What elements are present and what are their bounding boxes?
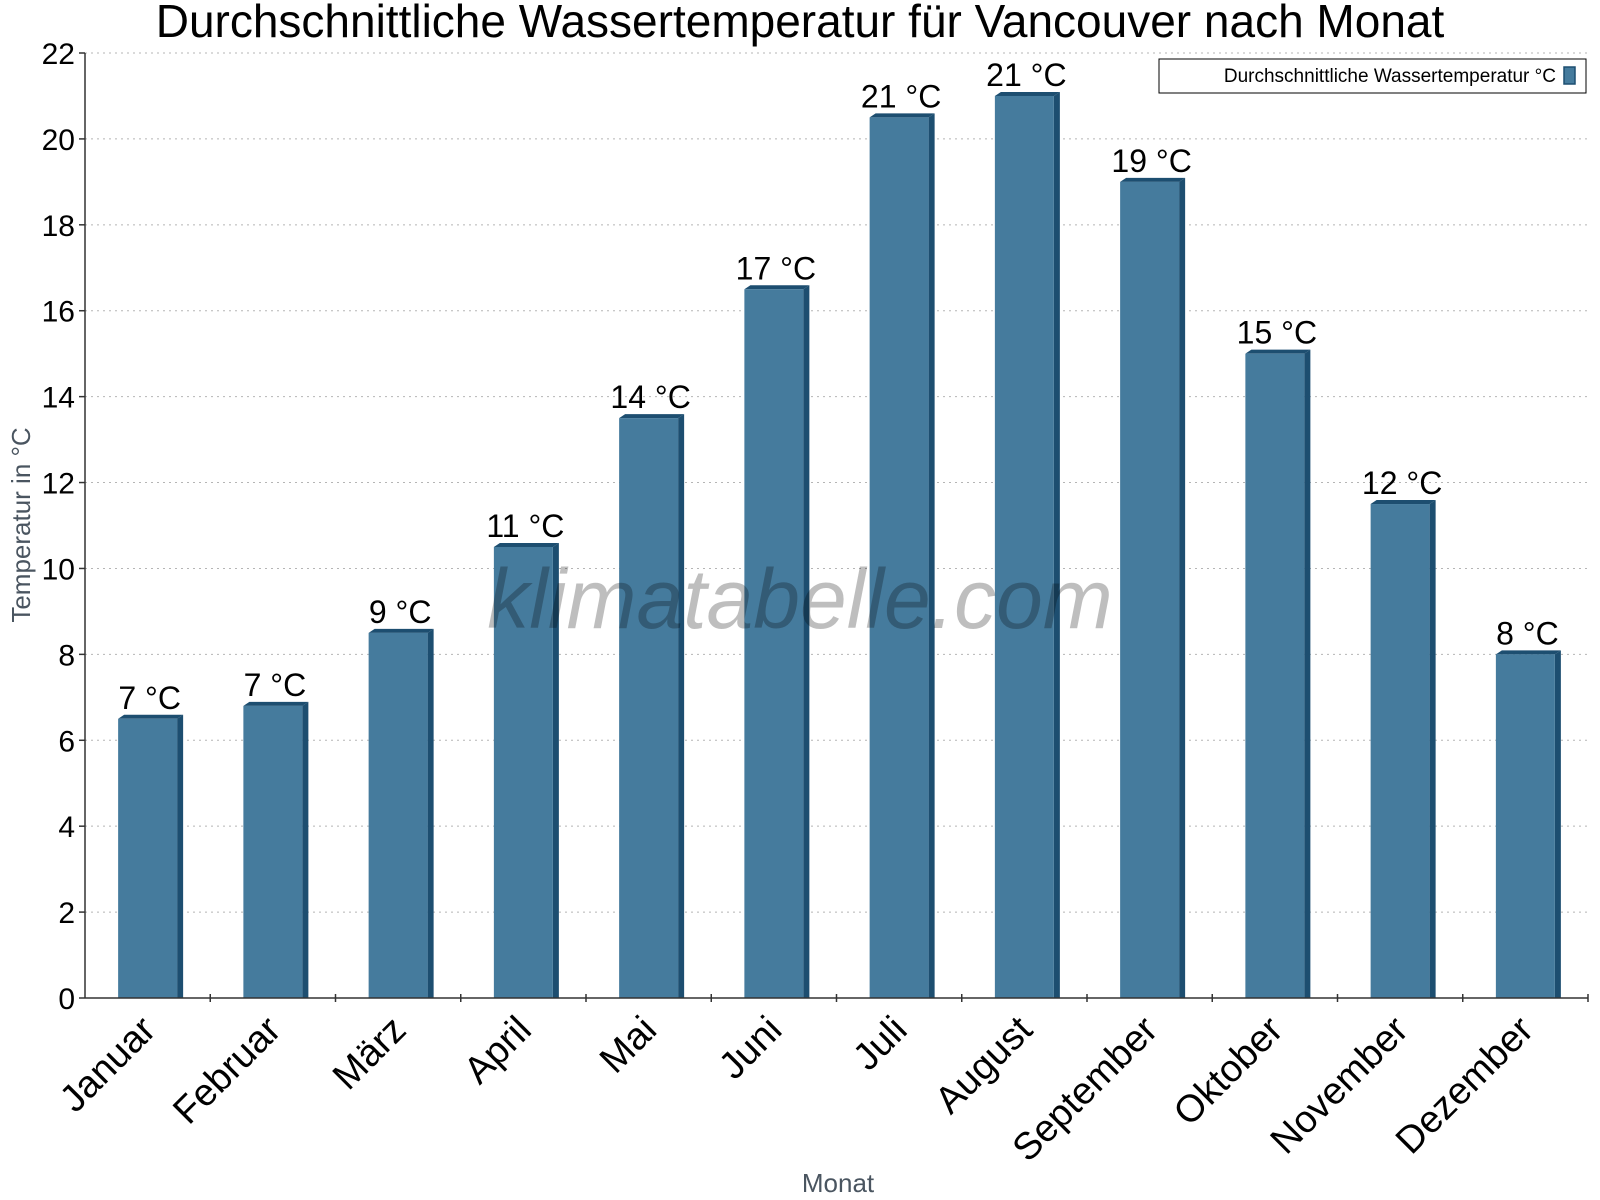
bar-group bbox=[1370, 500, 1436, 998]
data-label: 19 °C bbox=[1111, 143, 1191, 179]
bar-group bbox=[994, 91, 1060, 999]
y-axis-title: Temperatur in °C bbox=[6, 427, 36, 622]
bar-side bbox=[302, 701, 309, 998]
y-tick-label: 20 bbox=[42, 124, 75, 157]
bar-side bbox=[1429, 500, 1436, 998]
bar bbox=[619, 418, 679, 998]
data-label: 8 °C bbox=[1496, 615, 1559, 651]
bar-top bbox=[243, 701, 309, 706]
bar-side bbox=[678, 414, 685, 998]
legend-swatch bbox=[1563, 66, 1576, 85]
bar-top bbox=[619, 414, 685, 419]
y-tick-label: 22 bbox=[42, 38, 75, 71]
x-tick-label: Dezember bbox=[1388, 1008, 1542, 1162]
data-label: 15 °C bbox=[1237, 315, 1317, 351]
bar bbox=[243, 705, 303, 998]
y-tick-label: 2 bbox=[58, 897, 75, 930]
y-tick-label: 0 bbox=[58, 983, 75, 1016]
x-tick-label: Juni bbox=[711, 1009, 790, 1088]
bar-group bbox=[243, 701, 309, 998]
x-axis-title: Monat bbox=[802, 1168, 875, 1198]
data-label: 17 °C bbox=[736, 250, 816, 286]
bar-side bbox=[177, 714, 184, 998]
bar bbox=[118, 718, 178, 998]
bar bbox=[869, 117, 929, 998]
bar-side bbox=[427, 628, 434, 998]
grid-layer bbox=[85, 52, 1588, 913]
axis-layer bbox=[79, 52, 1589, 1002]
legend-box bbox=[1158, 58, 1587, 94]
bar-top bbox=[744, 285, 810, 290]
bar-top bbox=[1370, 500, 1436, 505]
bar-group bbox=[1245, 349, 1311, 998]
x-tick-label: August bbox=[927, 1008, 1041, 1122]
bar-top bbox=[1245, 349, 1311, 354]
bar-side bbox=[1554, 650, 1561, 998]
bar bbox=[1120, 181, 1180, 998]
bar bbox=[1370, 504, 1430, 998]
bar-top bbox=[368, 628, 434, 633]
bar-side bbox=[1053, 91, 1060, 999]
bar bbox=[744, 289, 804, 998]
y-tick-label: 12 bbox=[42, 468, 75, 501]
y-tick-label: 6 bbox=[58, 725, 75, 758]
bar bbox=[493, 546, 553, 998]
y-tick-label: 10 bbox=[42, 553, 75, 586]
data-label: 21 °C bbox=[986, 57, 1066, 93]
bar-group bbox=[869, 113, 935, 998]
bar-group bbox=[368, 628, 434, 998]
data-label: 21 °C bbox=[861, 78, 941, 114]
bar-side bbox=[803, 285, 810, 998]
data-label: 12 °C bbox=[1362, 465, 1442, 501]
y-tick-label: 4 bbox=[58, 811, 75, 844]
x-tick-label: April bbox=[456, 1009, 539, 1092]
x-tick-label: Oktober bbox=[1166, 1008, 1292, 1134]
y-tick-label: 8 bbox=[58, 639, 75, 672]
bar bbox=[1495, 654, 1555, 998]
bar-top bbox=[1120, 177, 1186, 182]
data-label: 14 °C bbox=[610, 379, 690, 415]
data-label: 7 °C bbox=[118, 680, 181, 716]
chart-title: Durchschnittliche Wassertemperatur für V… bbox=[156, 0, 1445, 47]
bar-layer bbox=[118, 91, 1561, 999]
watermark: klimatabelle.com bbox=[487, 552, 1113, 646]
bar-group bbox=[619, 414, 685, 998]
bar-side bbox=[552, 542, 559, 998]
y-tick-label: 14 bbox=[42, 382, 75, 415]
bar-side bbox=[1304, 349, 1311, 998]
x-tick-label: März bbox=[325, 1009, 414, 1098]
bar-top bbox=[493, 542, 559, 547]
bar-top bbox=[994, 91, 1060, 96]
x-tick-label: Mai bbox=[592, 1009, 665, 1082]
bar-group bbox=[1120, 177, 1186, 998]
bar-group bbox=[118, 714, 184, 998]
x-tick-label: Februar bbox=[165, 1008, 289, 1132]
bar bbox=[994, 95, 1054, 999]
bar-top bbox=[1495, 650, 1561, 655]
bar-side bbox=[928, 113, 935, 998]
x-tick-label: Juli bbox=[845, 1009, 915, 1079]
bar-group bbox=[744, 285, 810, 998]
data-label: 9 °C bbox=[369, 594, 432, 630]
bar-group bbox=[493, 542, 559, 998]
bar bbox=[368, 632, 428, 998]
legend: Durchschnittliche Wassertemperatur °C bbox=[1158, 58, 1587, 94]
bar-top bbox=[118, 714, 184, 719]
legend-label: Durchschnittliche Wassertemperatur °C bbox=[1224, 66, 1556, 87]
bar-top bbox=[869, 113, 935, 118]
bar-group bbox=[1495, 650, 1561, 998]
data-label: 7 °C bbox=[244, 667, 307, 703]
bar-side bbox=[1179, 177, 1186, 998]
x-tick-label: Januar bbox=[52, 1008, 164, 1120]
data-label: 11 °C bbox=[486, 508, 564, 544]
y-tick-label: 18 bbox=[42, 210, 75, 243]
y-tick-label: 16 bbox=[42, 296, 75, 329]
bar bbox=[1245, 353, 1305, 998]
